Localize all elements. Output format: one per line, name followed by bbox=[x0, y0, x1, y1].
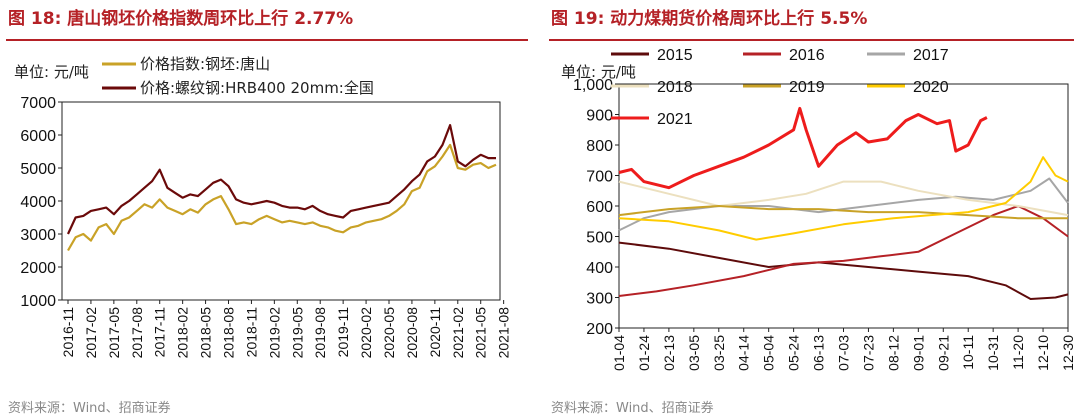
x-tick-label: 11-20 bbox=[1010, 335, 1026, 370]
x-tick-label: 08-12 bbox=[885, 335, 901, 371]
x-tick-label: 07-03 bbox=[836, 335, 852, 371]
x-tick-label: 12-30 bbox=[1060, 335, 1076, 371]
x-tick-label: 2017-08 bbox=[129, 307, 145, 359]
legend-label-2019: 2019 bbox=[789, 79, 825, 96]
series-line-0 bbox=[67, 143, 497, 252]
right-title-rule bbox=[549, 39, 1074, 41]
left-source: 资料来源：Wind、招商证券 bbox=[8, 401, 171, 416]
x-tick-label: 2020-11 bbox=[427, 307, 443, 358]
legend-label-2015: 2015 bbox=[657, 47, 693, 64]
legend-label-2016: 2016 bbox=[789, 47, 825, 64]
series-line-2015 bbox=[618, 241, 1069, 300]
y-tick-label: 2000 bbox=[20, 260, 56, 277]
x-tick-label: 07-23 bbox=[860, 335, 876, 371]
unit-label: 单位: 元/吨 bbox=[14, 63, 89, 81]
y-tick-label: 3000 bbox=[20, 227, 56, 244]
y-tick-label: 300 bbox=[586, 291, 613, 308]
x-tick-label: 10-31 bbox=[985, 335, 1001, 371]
x-tick-label: 06-13 bbox=[811, 335, 827, 371]
y-tick-label: 400 bbox=[586, 260, 613, 277]
series-line-2017 bbox=[618, 177, 1069, 232]
right-figure: 图 19: 动力煤期货价格周环比上行 5.5% 单位: 元/吨 200 300 400… bbox=[543, 0, 1080, 418]
x-tick-label: 09-21 bbox=[935, 335, 951, 371]
x-tick-label: 03-05 bbox=[686, 335, 702, 371]
x-tick-label: 2018-05 bbox=[198, 307, 214, 359]
x-tick-label: 2017-05 bbox=[106, 307, 122, 359]
right-figure-title: 图 19: 动力煤期货价格周环比上行 5.5% bbox=[551, 9, 868, 29]
x-tick-label: 2019-11 bbox=[335, 307, 351, 358]
series-line-2018 bbox=[618, 180, 1069, 217]
x-tick-label: 09-01 bbox=[910, 335, 926, 371]
x-tick-label: 05-24 bbox=[786, 335, 802, 371]
x-tick-label: 10-11 bbox=[960, 335, 976, 370]
y-tick-label: 7000 bbox=[20, 95, 56, 112]
x-tick-label: 04-14 bbox=[736, 335, 752, 371]
legend-label-2018: 2018 bbox=[657, 79, 693, 96]
x-tick-label: 2016-11 bbox=[60, 307, 76, 358]
x-tick-label: 2019-08 bbox=[312, 307, 328, 359]
legend-label-1: 价格:螺纹钢:HRB400 20mm:全国 bbox=[140, 79, 374, 97]
left-figure: 图 18: 唐山钢坯价格指数周环比上行 2.77% 单位: 元/吨 价格指数:钢坯… bbox=[0, 0, 534, 418]
series-line-1 bbox=[67, 124, 496, 235]
series-line-2020 bbox=[618, 156, 1069, 241]
y-tick-label: 1,000 bbox=[573, 77, 613, 94]
series-line-2021 bbox=[618, 106, 988, 190]
y-tick-label: 1000 bbox=[20, 293, 56, 310]
left-title-rule bbox=[6, 39, 528, 41]
x-tick-label: 2018-08 bbox=[221, 307, 237, 359]
x-tick-label: 2021-08 bbox=[496, 307, 512, 359]
left-figure-title: 图 18: 唐山钢坯价格指数周环比上行 2.77% bbox=[8, 9, 354, 29]
unit-label: 单位: 元/吨 bbox=[561, 63, 636, 81]
right-source: 资料来源：Wind、招商证券 bbox=[551, 401, 714, 416]
y-tick-label: 6000 bbox=[20, 128, 56, 145]
y-tick-label: 700 bbox=[586, 169, 613, 186]
x-tick-label: 2021-02 bbox=[450, 307, 466, 359]
x-tick-label: 12-10 bbox=[1035, 335, 1051, 371]
x-tick-label: 01-24 bbox=[636, 335, 652, 371]
legend-label-2021: 2021 bbox=[657, 111, 693, 128]
x-tick-label: 2019-05 bbox=[289, 307, 305, 359]
legend-label-2017: 2017 bbox=[913, 47, 949, 64]
legend-label-0: 价格指数:钢坯:唐山 bbox=[140, 55, 270, 73]
x-tick-label: 2018-02 bbox=[175, 307, 191, 359]
x-tick-label: 2019-02 bbox=[266, 307, 282, 359]
x-tick-label: 03-25 bbox=[711, 335, 727, 371]
x-tick-label: 2020-02 bbox=[358, 307, 374, 359]
x-tick-label: 2017-11 bbox=[152, 307, 168, 358]
y-tick-label: 800 bbox=[586, 138, 613, 155]
y-tick-label: 500 bbox=[586, 230, 613, 247]
x-tick-label: 2017-02 bbox=[83, 307, 99, 359]
y-tick-label: 600 bbox=[586, 199, 613, 216]
x-tick-label: 2021-05 bbox=[473, 307, 489, 359]
x-tick-label: 2020-08 bbox=[404, 307, 420, 359]
x-tick-label: 02-13 bbox=[661, 335, 677, 371]
x-tick-label: 2018-11 bbox=[243, 307, 259, 358]
legend-label-2020: 2020 bbox=[913, 79, 949, 96]
x-tick-label: 2020-05 bbox=[381, 307, 397, 359]
y-tick-label: 4000 bbox=[20, 194, 56, 211]
y-tick-label: 200 bbox=[586, 321, 613, 338]
series-line-2019 bbox=[618, 205, 1068, 220]
x-tick-label: 05-04 bbox=[761, 335, 777, 371]
y-tick-label: 5000 bbox=[20, 161, 56, 178]
right-chart: 单位: 元/吨 200 300 400 500 600 700 800 900 1,000 01-0… bbox=[561, 47, 1076, 371]
x-tick-label: 01-04 bbox=[611, 335, 627, 371]
y-tick-label: 900 bbox=[586, 108, 613, 125]
